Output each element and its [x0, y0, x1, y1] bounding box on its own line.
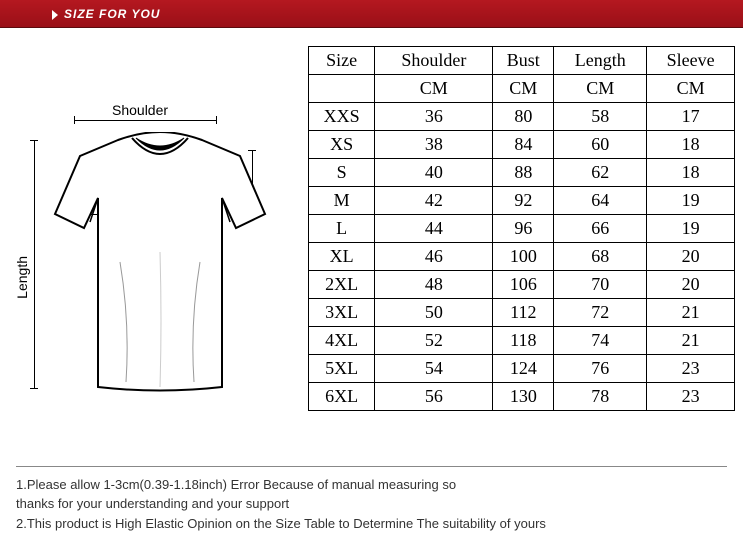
table-cell: 96 — [493, 215, 554, 243]
table-cell: 4XL — [309, 327, 375, 355]
table-cell: 68 — [554, 243, 647, 271]
shirt-icon — [50, 132, 270, 402]
table-header-row: Size Shoulder Bust Length Sleeve — [309, 47, 735, 75]
table-cell: 20 — [647, 243, 735, 271]
table-cell: 36 — [375, 103, 493, 131]
table-row: XL461006820 — [309, 243, 735, 271]
footer-line: 2.This product is High Elastic Opinion o… — [16, 514, 727, 534]
footer-line: thanks for your understanding and your s… — [16, 494, 727, 514]
table-cell: 42 — [375, 187, 493, 215]
table-cell: 118 — [493, 327, 554, 355]
table-row: M42926419 — [309, 187, 735, 215]
unit-cell: CM — [554, 75, 647, 103]
footer-line: 1.Please allow 1-3cm(0.39-1.18inch) Erro… — [16, 475, 727, 495]
table-row: XXS36805817 — [309, 103, 735, 131]
table-cell: 19 — [647, 187, 735, 215]
table-cell: L — [309, 215, 375, 243]
table-cell: 46 — [375, 243, 493, 271]
table-cell: 124 — [493, 355, 554, 383]
table-cell: 52 — [375, 327, 493, 355]
unit-cell: CM — [375, 75, 493, 103]
col-shoulder: Shoulder — [375, 47, 493, 75]
table-cell: 78 — [554, 383, 647, 411]
unit-cell: CM — [647, 75, 735, 103]
table-cell: S — [309, 159, 375, 187]
table-cell: 23 — [647, 355, 735, 383]
table-cell: 18 — [647, 159, 735, 187]
table-cell: 76 — [554, 355, 647, 383]
table-cell: 38 — [375, 131, 493, 159]
footer-notes: 1.Please allow 1-3cm(0.39-1.18inch) Erro… — [16, 466, 727, 534]
table-cell: 58 — [554, 103, 647, 131]
table-cell: 21 — [647, 299, 735, 327]
table-cell: 74 — [554, 327, 647, 355]
table-cell: 21 — [647, 327, 735, 355]
size-table: Size Shoulder Bust Length Sleeve CM CM C… — [308, 46, 735, 411]
table-cell: 56 — [375, 383, 493, 411]
table-cell: 72 — [554, 299, 647, 327]
table-cell: XL — [309, 243, 375, 271]
table-cell: 2XL — [309, 271, 375, 299]
diagram-label-length: Length — [14, 256, 30, 299]
unit-cell: CM — [493, 75, 554, 103]
table-cell: 44 — [375, 215, 493, 243]
table-cell: 5XL — [309, 355, 375, 383]
table-cell: 100 — [493, 243, 554, 271]
table-cell: 106 — [493, 271, 554, 299]
shirt-diagram: Shoulder Bust Sleeve Length — [8, 96, 288, 456]
table-cell: 48 — [375, 271, 493, 299]
table-cell: 23 — [647, 383, 735, 411]
size-table-wrap: Size Shoulder Bust Length Sleeve CM CM C… — [308, 46, 735, 456]
table-cell: 17 — [647, 103, 735, 131]
unit-cell — [309, 75, 375, 103]
table-row: L44966619 — [309, 215, 735, 243]
table-cell: 130 — [493, 383, 554, 411]
content-area: Shoulder Bust Sleeve Length Size Shoulde… — [0, 28, 743, 456]
table-cell: 19 — [647, 215, 735, 243]
table-cell: 64 — [554, 187, 647, 215]
table-cell: 66 — [554, 215, 647, 243]
table-cell: 62 — [554, 159, 647, 187]
table-row: 4XL521187421 — [309, 327, 735, 355]
table-unit-row: CM CM CM CM — [309, 75, 735, 103]
col-bust: Bust — [493, 47, 554, 75]
header-bar: SIZE FOR YOU — [0, 0, 743, 28]
table-cell: 92 — [493, 187, 554, 215]
table-cell: 112 — [493, 299, 554, 327]
col-sleeve: Sleeve — [647, 47, 735, 75]
table-cell: XS — [309, 131, 375, 159]
table-cell: M — [309, 187, 375, 215]
table-cell: 50 — [375, 299, 493, 327]
table-row: XS38846018 — [309, 131, 735, 159]
table-cell: 60 — [554, 131, 647, 159]
table-cell: 20 — [647, 271, 735, 299]
table-cell: 18 — [647, 131, 735, 159]
table-cell: 88 — [493, 159, 554, 187]
table-cell: XXS — [309, 103, 375, 131]
diagram-label-shoulder: Shoulder — [112, 102, 168, 118]
col-size: Size — [309, 47, 375, 75]
table-cell: 54 — [375, 355, 493, 383]
table-row: 3XL501127221 — [309, 299, 735, 327]
table-row: 6XL561307823 — [309, 383, 735, 411]
table-cell: 6XL — [309, 383, 375, 411]
table-cell: 3XL — [309, 299, 375, 327]
table-cell: 84 — [493, 131, 554, 159]
table-cell: 80 — [493, 103, 554, 131]
table-cell: 40 — [375, 159, 493, 187]
table-row: S40886218 — [309, 159, 735, 187]
table-row: 2XL481067020 — [309, 271, 735, 299]
table-row: 5XL541247623 — [309, 355, 735, 383]
header-title: SIZE FOR YOU — [64, 7, 160, 21]
table-cell: 70 — [554, 271, 647, 299]
col-length: Length — [554, 47, 647, 75]
